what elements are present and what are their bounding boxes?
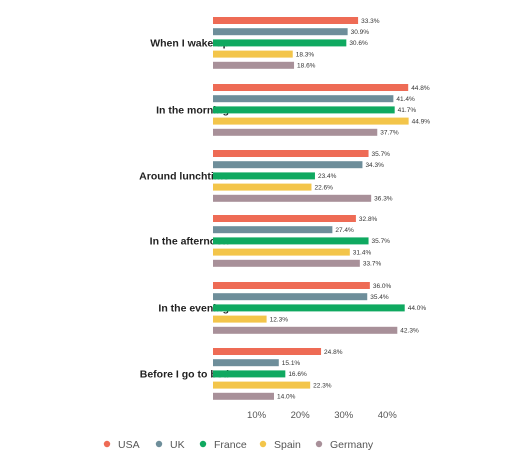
legend-label: Spain (274, 439, 301, 451)
data-label: 30.9% (351, 29, 370, 36)
bar (213, 61, 295, 69)
bar (213, 161, 363, 169)
bar (213, 315, 267, 323)
data-label: 23.4% (318, 173, 337, 180)
data-label: 42.3% (400, 328, 419, 335)
bar (213, 348, 322, 355)
legend-label: UK (170, 439, 185, 451)
bar (213, 326, 398, 334)
legend-label: USA (118, 439, 140, 451)
bar (213, 215, 356, 222)
data-label: 35.4% (370, 294, 389, 301)
category-label: Before I go to bed (140, 368, 229, 380)
data-label: 34.3% (365, 162, 384, 169)
legend-marker (259, 440, 267, 448)
data-label: 44.8% (411, 85, 430, 92)
data-label: 36.3% (374, 196, 393, 203)
data-label: 22.3% (313, 382, 332, 389)
bar (213, 359, 279, 367)
bar (213, 237, 369, 245)
bar (213, 282, 370, 289)
data-label: 44.0% (408, 305, 427, 312)
bar (213, 106, 395, 114)
legend-marker (103, 440, 111, 448)
data-label: 33.7% (363, 261, 382, 268)
x-tick-label: 20% (291, 410, 311, 421)
data-label: 18.3% (296, 51, 315, 58)
data-label: 16.6% (288, 371, 307, 378)
legend-label: France (214, 439, 247, 451)
bar (213, 95, 394, 103)
bar (213, 194, 372, 202)
category-label: In the afternoon (150, 235, 229, 247)
data-label: 32.8% (359, 216, 378, 223)
bar (213, 293, 368, 301)
data-label: 12.3% (270, 316, 289, 323)
bar (213, 392, 274, 400)
data-label: 15.1% (282, 360, 301, 367)
bar (213, 117, 409, 125)
data-label: 27.4% (335, 227, 354, 234)
bar (213, 50, 293, 58)
data-label: 14.0% (277, 394, 296, 401)
category-label: When I wake up (150, 37, 229, 49)
legend-marker (315, 440, 323, 448)
bar (213, 248, 350, 256)
data-label: 36.0% (373, 283, 392, 290)
data-label: 35.7% (372, 151, 391, 158)
data-label: 22.6% (314, 184, 333, 191)
bar (213, 183, 312, 191)
bar (213, 370, 286, 378)
category-label: In the morning (156, 104, 229, 116)
data-label: 37.7% (380, 130, 399, 137)
legend-label: Germany (330, 439, 374, 451)
bar (213, 17, 359, 24)
bar (213, 150, 369, 157)
data-label: 24.8% (324, 349, 343, 356)
data-label: 31.4% (353, 249, 372, 256)
bar (213, 39, 347, 47)
data-label: 41.4% (396, 96, 415, 103)
bar (213, 381, 311, 389)
x-tick-label: 10% (247, 410, 267, 421)
legend-marker (155, 440, 163, 448)
bar (213, 172, 315, 180)
bar (213, 128, 378, 136)
data-label: 44.9% (412, 118, 431, 125)
category-label: In the evening (158, 302, 229, 314)
data-label: 35.7% (372, 238, 391, 245)
bar (213, 259, 360, 267)
category-label: Around lunchtime (139, 170, 229, 182)
data-label: 41.7% (398, 107, 417, 114)
data-label: 30.6% (349, 40, 368, 47)
data-label: 33.3% (361, 18, 380, 25)
bar (213, 304, 405, 312)
x-tick-label: 40% (378, 410, 398, 421)
bar (213, 84, 409, 91)
bar (213, 28, 348, 36)
bar (213, 226, 333, 234)
legend-marker (199, 440, 207, 448)
data-label: 18.6% (297, 63, 316, 70)
x-tick-label: 30% (334, 410, 354, 421)
